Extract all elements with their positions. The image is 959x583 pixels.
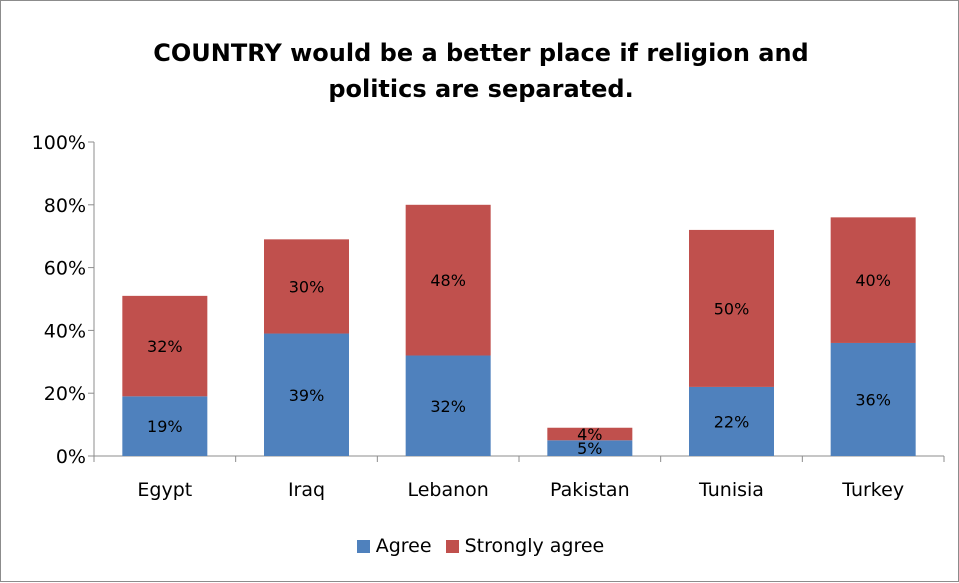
data-label: 32%	[430, 397, 466, 416]
data-label: 5%	[577, 439, 602, 458]
y-tick-label: 0%	[56, 446, 86, 468]
bar-strongly-agree-lebanon	[405, 204, 491, 356]
y-tick-label: 60%	[44, 258, 86, 280]
chart-legend: Agree Strongly agree	[1, 531, 959, 561]
bar-strongly-agree-pakistan	[547, 427, 633, 441]
data-label: 39%	[289, 386, 325, 405]
legend-item: Agree	[356, 535, 432, 557]
y-tick-label: 80%	[44, 195, 86, 217]
y-tick-label: 40%	[44, 320, 86, 342]
x-tick-label: Lebanon	[407, 479, 488, 501]
data-label: 32%	[147, 337, 183, 356]
x-tick-label: Iraq	[288, 479, 325, 501]
x-tick-label: Pakistan	[550, 479, 630, 501]
data-label: 30%	[289, 277, 325, 296]
bar-agree-lebanon	[405, 355, 491, 456]
data-label: 48%	[430, 271, 466, 290]
legend-item: Strongly agree	[445, 535, 605, 557]
x-tick-label: Egypt	[137, 479, 192, 501]
bar-agree-turkey	[830, 342, 916, 456]
legend-swatch	[445, 539, 459, 553]
bar-agree-iraq	[264, 333, 349, 456]
legend-label: Agree	[375, 535, 432, 557]
x-tick-label: Tunisia	[698, 479, 764, 501]
bar-strongly-agree-iraq	[264, 239, 349, 334]
legend-label: Strongly agree	[464, 535, 605, 557]
legend-swatch	[356, 539, 370, 553]
y-tick-label: 100%	[32, 132, 86, 154]
data-label: 36%	[855, 390, 891, 409]
bar-agree-egypt	[122, 396, 208, 456]
bar-agree-pakistan	[547, 440, 633, 456]
bar-strongly-agree-turkey	[830, 217, 916, 343]
data-label: 19%	[147, 417, 183, 436]
data-label: 40%	[855, 271, 891, 290]
bar-strongly-agree-tunisia	[689, 229, 774, 387]
data-label: 50%	[714, 299, 750, 318]
y-tick-label: 20%	[44, 383, 86, 405]
data-label: 4%	[577, 425, 602, 444]
chart-title: COUNTRY would be a better place if relig…	[153, 39, 809, 103]
x-tick-label: Turkey	[841, 479, 904, 501]
bar-strongly-agree-egypt	[122, 295, 208, 397]
data-label: 22%	[714, 412, 750, 431]
bar-agree-tunisia	[689, 386, 774, 456]
